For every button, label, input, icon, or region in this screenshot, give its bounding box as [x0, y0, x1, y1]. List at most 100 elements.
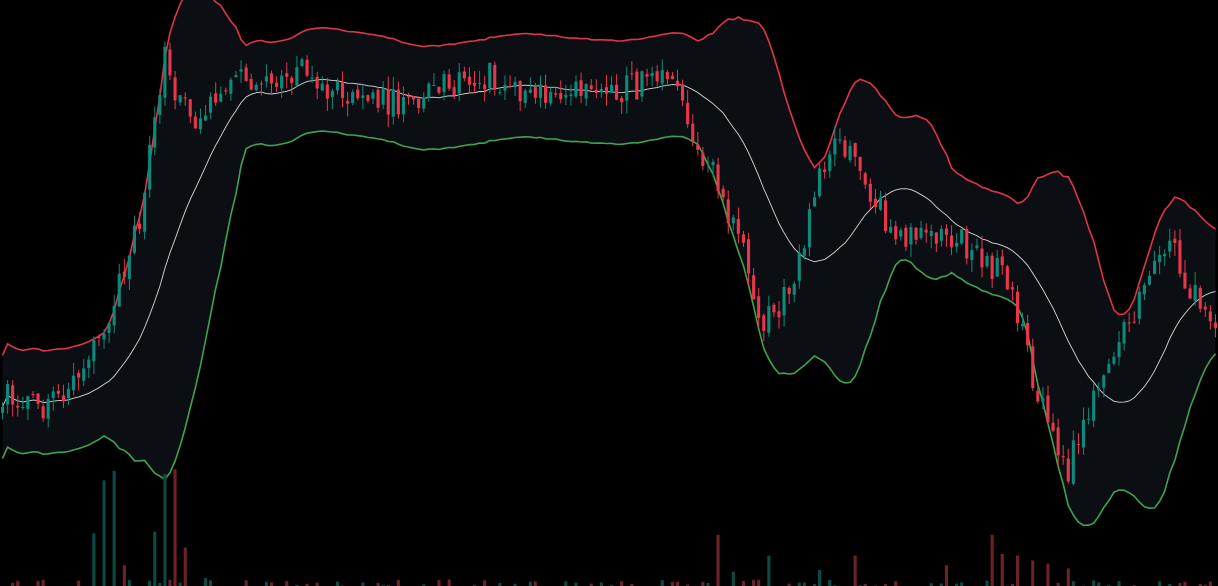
candle-body: [77, 373, 81, 378]
candle-body: [315, 76, 319, 89]
candle: [975, 238, 979, 251]
volume-bar: [168, 579, 172, 586]
candle-body: [371, 92, 375, 99]
candle: [518, 80, 522, 112]
candle: [615, 74, 619, 101]
candle-body: [513, 81, 517, 88]
volume-bar: [1031, 560, 1035, 586]
candle: [188, 99, 192, 124]
candle-layer: [1, 41, 1217, 486]
candle: [168, 42, 172, 80]
candle-body: [696, 144, 700, 150]
volume-bar: [178, 582, 182, 586]
candle: [681, 79, 685, 107]
candle-body: [889, 226, 893, 233]
candle-body: [675, 80, 679, 87]
candle-body: [1097, 387, 1101, 391]
candle-body: [138, 223, 142, 229]
candle: [427, 81, 431, 102]
candle-body: [777, 311, 781, 318]
candle: [407, 92, 411, 105]
candle: [391, 76, 395, 125]
volume-bar: [620, 581, 624, 586]
bollinger-band-layer: [1, 0, 1217, 527]
volume-bar: [533, 581, 537, 586]
candle: [1178, 228, 1182, 278]
candle: [401, 86, 405, 123]
candle: [315, 71, 319, 100]
candle-body: [432, 85, 436, 86]
volume-bar: [894, 581, 898, 586]
candle-body: [1198, 288, 1202, 309]
candle-body: [396, 89, 400, 115]
candle-body: [107, 322, 111, 333]
candle: [143, 191, 147, 240]
candle: [675, 69, 679, 91]
candle: [31, 391, 35, 399]
candle: [467, 67, 471, 94]
candle-body: [767, 306, 771, 333]
candle-body: [569, 94, 573, 97]
candle: [102, 329, 106, 349]
candle: [1066, 448, 1070, 484]
candle-body: [168, 49, 172, 76]
candle-body: [538, 84, 542, 98]
candle: [366, 94, 370, 104]
candle: [868, 178, 872, 210]
candle-body: [127, 255, 131, 280]
candle: [691, 114, 695, 147]
candle-body: [1016, 291, 1020, 324]
volume-bar: [675, 581, 679, 586]
volume-bar: [422, 584, 426, 586]
volume-bar: [269, 582, 273, 586]
candle: [823, 161, 827, 179]
candle-body: [41, 406, 45, 419]
candle: [513, 76, 517, 96]
candle: [1051, 413, 1055, 433]
candle-body: [1153, 260, 1157, 274]
volume-bar: [163, 474, 167, 586]
candle-body: [950, 235, 954, 248]
candle: [1117, 331, 1121, 366]
candle: [1092, 383, 1096, 428]
candle: [762, 313, 766, 342]
candle: [554, 86, 558, 98]
candle: [462, 66, 466, 82]
candle: [310, 65, 314, 84]
candle: [325, 77, 329, 111]
candle-body: [1021, 323, 1025, 327]
candle: [193, 111, 197, 129]
candle-body: [1081, 419, 1085, 448]
volume-bar: [513, 583, 517, 586]
volume-bar: [1092, 580, 1096, 586]
candle: [630, 61, 634, 80]
candle: [417, 96, 421, 114]
candle: [452, 79, 456, 100]
candle-body: [843, 140, 847, 157]
candle-body: [630, 73, 634, 75]
candle-body: [82, 368, 86, 381]
volume-bar: [818, 570, 822, 586]
candle: [1097, 382, 1101, 398]
upper-band-line: [1, 0, 1216, 356]
candle-body: [1132, 321, 1136, 323]
candle: [858, 156, 862, 180]
candle: [736, 207, 740, 244]
candle-body: [97, 336, 101, 338]
candle-body: [462, 71, 466, 79]
candle-body: [640, 71, 644, 97]
candle-body: [904, 227, 908, 247]
candle-body: [330, 90, 334, 97]
candle: [787, 286, 791, 304]
candle: [589, 79, 593, 91]
volume-bar: [528, 581, 532, 586]
bollinger-band-fill: [2, 0, 1216, 526]
candle-body: [579, 80, 583, 96]
candle-body: [1051, 422, 1055, 431]
candle-body: [1163, 253, 1167, 257]
candle-body: [163, 46, 167, 98]
candle: [239, 60, 243, 83]
candle: [833, 125, 837, 167]
candle: [802, 245, 806, 260]
candle-body: [818, 168, 822, 197]
